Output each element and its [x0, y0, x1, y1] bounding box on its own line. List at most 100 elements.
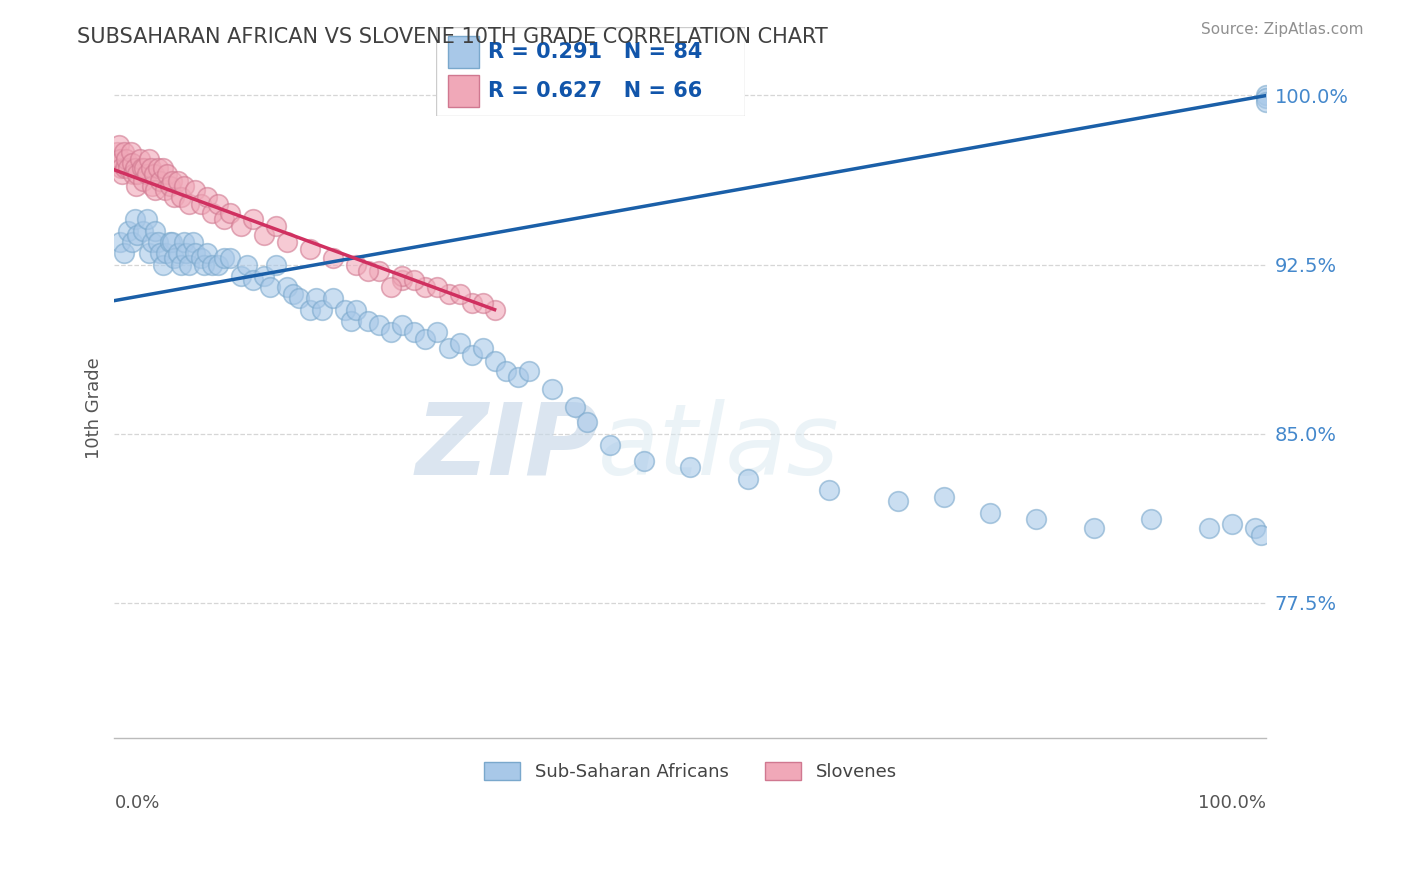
Point: [134, 161, 156, 175]
Point: [181, 235, 204, 249]
Point: [633, 453, 655, 467]
Point: [380, 280, 402, 294]
Point: [305, 291, 328, 305]
Point: [112, 145, 135, 159]
Point: [426, 280, 449, 294]
Point: [322, 291, 344, 305]
Point: [141, 235, 163, 249]
Point: [253, 228, 276, 243]
Point: [472, 341, 495, 355]
Point: [472, 296, 495, 310]
Point: [218, 251, 240, 265]
Point: [190, 251, 212, 265]
Point: [495, 363, 517, 377]
Point: [344, 302, 367, 317]
Point: [159, 178, 181, 193]
Point: [264, 219, 287, 234]
Point: [190, 196, 212, 211]
Point: [179, 196, 201, 211]
FancyBboxPatch shape: [449, 36, 479, 68]
Point: [339, 314, 361, 328]
Point: [817, 483, 839, 497]
Point: [108, 152, 131, 166]
Point: [152, 258, 174, 272]
Text: atlas: atlas: [599, 399, 839, 496]
Point: [391, 273, 413, 287]
Legend: Sub-Saharan Africans, Slovenes: Sub-Saharan Africans, Slovenes: [477, 755, 904, 789]
Point: [143, 224, 166, 238]
Point: [679, 460, 702, 475]
Point: [131, 161, 153, 175]
Point: [1256, 91, 1278, 105]
Point: [108, 138, 131, 153]
Point: [160, 174, 183, 188]
Point: [155, 246, 177, 260]
Point: [484, 354, 506, 368]
Point: [236, 258, 259, 272]
Point: [887, 494, 910, 508]
Point: [333, 302, 356, 317]
Point: [449, 286, 471, 301]
Point: [141, 178, 163, 193]
Text: SUBSAHARAN AFRICAN VS SLOVENE 10TH GRADE CORRELATION CHART: SUBSAHARAN AFRICAN VS SLOVENE 10TH GRADE…: [77, 27, 828, 46]
Point: [506, 370, 529, 384]
Point: [159, 235, 181, 249]
Point: [1140, 512, 1163, 526]
Point: [156, 167, 179, 181]
Point: [484, 302, 506, 317]
Point: [166, 174, 188, 188]
Point: [599, 438, 621, 452]
Point: [124, 161, 146, 175]
Point: [449, 336, 471, 351]
Point: [460, 348, 482, 362]
Point: [195, 246, 218, 260]
Point: [174, 246, 197, 260]
Point: [148, 161, 170, 175]
Point: [415, 280, 437, 294]
FancyBboxPatch shape: [436, 27, 745, 116]
Point: [120, 145, 142, 159]
Point: [149, 174, 172, 188]
Point: [1025, 512, 1047, 526]
Point: [218, 205, 240, 219]
Point: [163, 251, 186, 265]
Point: [259, 280, 281, 294]
Point: [437, 286, 460, 301]
Point: [138, 246, 160, 260]
Point: [117, 161, 139, 175]
Point: [311, 302, 333, 317]
Text: R = 0.291   N = 84: R = 0.291 N = 84: [488, 42, 703, 62]
Point: [276, 280, 298, 294]
Point: [1250, 528, 1272, 542]
Point: [170, 258, 193, 272]
Point: [149, 246, 172, 260]
Point: [402, 273, 425, 287]
Text: Source: ZipAtlas.com: Source: ZipAtlas.com: [1201, 22, 1364, 37]
Point: [231, 268, 253, 283]
Point: [242, 273, 264, 287]
Point: [932, 490, 955, 504]
Point: [170, 190, 193, 204]
Point: [195, 190, 218, 204]
Point: [153, 183, 176, 197]
Point: [1083, 521, 1105, 535]
Point: [276, 235, 298, 249]
Point: [121, 235, 143, 249]
Point: [163, 190, 186, 204]
Point: [121, 167, 143, 181]
Point: [132, 174, 155, 188]
Point: [201, 258, 224, 272]
Point: [108, 235, 131, 249]
Point: [212, 212, 235, 227]
Point: [1198, 521, 1220, 535]
Point: [415, 332, 437, 346]
Point: [1244, 521, 1267, 535]
Point: [135, 212, 157, 227]
Point: [160, 235, 183, 249]
Point: [541, 382, 564, 396]
Point: [264, 258, 287, 272]
Point: [125, 178, 148, 193]
Point: [344, 258, 367, 272]
Point: [391, 268, 413, 283]
Point: [132, 224, 155, 238]
